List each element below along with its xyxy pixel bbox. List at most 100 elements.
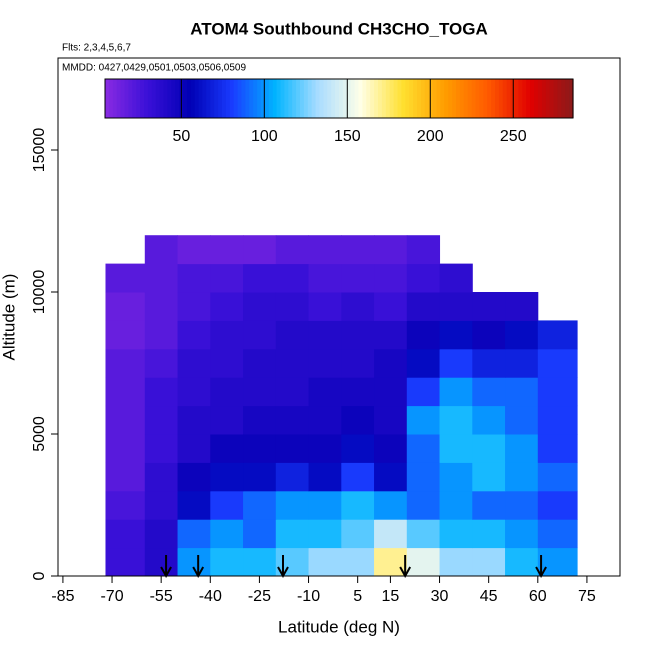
colorbar-slice — [557, 79, 562, 118]
y-tick-label: 5000 — [31, 416, 48, 452]
heatmap-cell — [275, 263, 310, 293]
colorbar-tick-label: 100 — [251, 128, 278, 145]
heatmap-cell — [406, 519, 441, 549]
x-axis-title: Latitude (deg N) — [278, 617, 400, 636]
heatmap-cell — [105, 292, 146, 321]
colorbar-slice — [358, 79, 363, 118]
colorbar-slice — [186, 79, 192, 118]
colorbar-slice — [144, 79, 149, 118]
colorbar-slice — [280, 79, 285, 118]
heatmap-cell — [308, 547, 342, 577]
colorbar-slice — [151, 79, 157, 118]
colorbar-slice — [339, 79, 344, 118]
flight-marker — [192, 555, 205, 579]
colorbar-slice — [292, 79, 297, 118]
colorbar-slice — [105, 79, 110, 118]
heatmap-cell — [374, 292, 408, 321]
colorbar-slice — [136, 79, 141, 118]
heatmap-cell — [105, 434, 146, 463]
heatmap-cell — [341, 462, 375, 492]
colorbar-slice — [518, 79, 523, 118]
colorbar-slice — [132, 79, 137, 118]
colorbar-tick-label: 150 — [334, 128, 361, 145]
heatmap-cell — [406, 434, 441, 463]
colorbar-slice — [436, 79, 441, 118]
heatmap-cell — [243, 490, 277, 520]
heatmap-cell — [374, 235, 408, 265]
heatmap-cell — [406, 377, 441, 407]
heatmap-cell — [341, 263, 375, 293]
heatmap-cell — [177, 377, 211, 407]
y-tick-label: 15000 — [31, 128, 48, 173]
heatmap-cell — [275, 377, 310, 407]
heatmap-cell — [105, 547, 146, 577]
colorbar-slice — [428, 79, 434, 118]
heatmap-cell — [374, 434, 408, 463]
heatmap-cell — [144, 348, 179, 378]
heatmap-cell — [243, 519, 277, 549]
colorbar-slice — [229, 79, 235, 118]
heatmap-cell — [308, 377, 342, 407]
heatmap-cell — [374, 490, 408, 520]
colorbar-slice — [323, 79, 328, 118]
colorbar-slice — [264, 79, 270, 118]
x-tick-label: -25 — [248, 588, 271, 605]
heatmap-cell — [308, 263, 342, 293]
heatmap-cell — [144, 405, 179, 435]
heatmap-cell — [439, 377, 473, 407]
heatmap-cell — [144, 519, 179, 549]
colorbar-slice — [569, 79, 574, 118]
heatmap-cell — [406, 547, 441, 577]
heatmap-cell — [472, 434, 506, 463]
heatmap-cell — [472, 292, 506, 321]
colorbar-slice — [327, 79, 332, 118]
y-tick-label: 0 — [31, 571, 48, 580]
marker-head — [160, 566, 172, 579]
heatmap-cell — [341, 235, 375, 265]
colorbar-slice — [155, 79, 161, 118]
heatmap-cell — [210, 320, 244, 350]
heatmap-cell — [210, 547, 244, 577]
heatmap-cell — [341, 377, 375, 407]
colorbar-slice — [206, 79, 211, 118]
colorbar-slice — [401, 79, 406, 118]
colorbar-slice — [448, 79, 453, 118]
colorbar-slice — [537, 79, 543, 118]
heatmap-cell — [308, 348, 342, 378]
colorbar-slice — [471, 79, 477, 118]
colorbar-slice — [120, 79, 126, 118]
heatmap-cell — [406, 320, 441, 350]
heatmap-cell — [275, 462, 310, 492]
heatmap-cell — [144, 235, 179, 265]
x-tick-label: 75 — [578, 588, 596, 605]
heatmap-cell — [439, 320, 473, 350]
heatmap-cell — [210, 292, 244, 321]
heatmap-cell — [275, 320, 310, 350]
colorbar-slice — [194, 79, 200, 118]
heatmap-cell — [144, 434, 179, 463]
marker-head — [399, 566, 412, 579]
heatmap-cell — [177, 292, 211, 321]
colorbar-slice — [565, 79, 570, 118]
colorbar-frame — [104, 78, 574, 119]
colorbar-slice — [167, 79, 172, 118]
chart-title: ATOM4 Southbound CH3CHO_TOGA — [190, 19, 488, 38]
heatmap-cell — [105, 263, 146, 293]
colorbar-slice — [530, 79, 535, 118]
colorbar-slice — [409, 79, 414, 118]
colorbar-tick-label: 250 — [500, 128, 527, 145]
heatmap-cell — [243, 348, 277, 378]
colorbar-slice — [245, 79, 250, 118]
colorbar-slice — [545, 79, 551, 118]
colorbar-slice — [374, 79, 379, 118]
heatmap-cell — [144, 547, 179, 577]
colorbar-slice — [498, 79, 504, 118]
x-tick-label: 5 — [353, 588, 362, 605]
colorbar-slice — [159, 79, 165, 118]
heatmap-cell — [406, 235, 441, 265]
heatmap-cell — [105, 519, 146, 549]
heatmap-cell — [505, 434, 539, 463]
colorbar-slice — [296, 79, 301, 118]
heatmap-cell — [210, 434, 244, 463]
heatmap-cell — [505, 292, 539, 321]
